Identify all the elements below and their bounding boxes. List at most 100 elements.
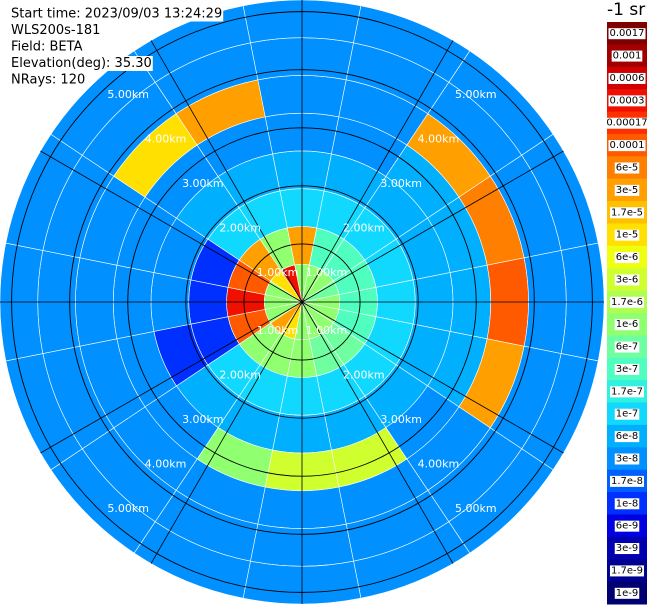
info-text: WLS200s-181 [11, 23, 100, 38]
colorbar-label-background [609, 565, 645, 577]
info-background [10, 72, 87, 88]
colorbar-label: 0.0006 [610, 73, 645, 84]
colorbar-label-background [614, 162, 640, 174]
colorbar-label-background [614, 363, 640, 375]
colorbar-label-background [609, 207, 645, 219]
colorbar-label-background [614, 319, 640, 331]
colorbar-label-background [614, 252, 640, 264]
spoke [301, 301, 564, 454]
polar-grid [0, 0, 604, 604]
colorbar-label-background [608, 72, 646, 84]
colorbar-label: 6e-6 [616, 252, 639, 263]
range-label: 3.00km [182, 177, 224, 190]
colorbar-label-background [608, 140, 646, 152]
spoke [150, 40, 303, 303]
colorbar-label: 1.7e-9 [611, 565, 643, 576]
range-label: 1.00km [257, 324, 299, 337]
colorbar-label: 3e-5 [616, 185, 639, 196]
colorbar-label: 1e-5 [616, 230, 639, 241]
range-cell [133, 5, 251, 83]
colorbar-label: 6e-7 [616, 342, 639, 353]
colorbar-label: 6e-9 [616, 521, 639, 532]
range-label: 3.00km [380, 413, 422, 426]
colorbar-label-background [609, 296, 645, 308]
colorbar-label-background [605, 117, 647, 129]
spoke [150, 301, 303, 564]
colorbar-label-background [614, 520, 640, 532]
range-label: 2.00km [219, 221, 261, 234]
range-label: 1.00km [257, 266, 299, 279]
range-label: 5.00km [107, 502, 149, 515]
labels: 1.00km 1.00km 1.00km 1.00km 2.00km 2.00km 2.00… [10, 6, 497, 515]
colorbar-label: 1e-8 [616, 498, 639, 509]
colorbar-label: 1e-6 [616, 319, 639, 330]
range-label: 5.00km [107, 88, 149, 101]
range-ring [185, 185, 419, 419]
colorbar-label: 1e-9 [616, 588, 639, 599]
colorbar-label: 0.00017 [606, 118, 647, 129]
colorbar-label-background [609, 475, 645, 487]
colorbar-label-background [614, 274, 640, 286]
colorbar-label-background [614, 587, 640, 599]
colorbar-label-background [608, 95, 646, 107]
range-label: 4.00km [145, 132, 187, 145]
info-background [10, 6, 224, 22]
colorbar-label-background [614, 341, 640, 353]
range-label: 4.00km [145, 458, 187, 471]
colorbar-label: 0.0001 [610, 140, 645, 151]
info-background [10, 23, 102, 38]
range-ring [127, 127, 477, 477]
range-label: 1.00km [306, 324, 348, 337]
spoke [40, 301, 303, 454]
spoke [301, 301, 454, 564]
info-text: Field: BETA [11, 40, 83, 55]
colorbar-label: 0.0017 [610, 28, 645, 39]
range-label: 3.00km [380, 177, 422, 190]
range-label: 3.00km [182, 413, 224, 426]
colorbar-label: 0.0003 [610, 95, 645, 106]
colorbar-label: 3e-8 [616, 454, 639, 465]
colorbar-label: 3e-6 [616, 274, 639, 285]
spoke [40, 150, 303, 303]
colorbar-label-background [614, 543, 640, 555]
colorbar-label: 1.7e-7 [611, 386, 643, 397]
range-label: 5.00km [455, 88, 497, 101]
colorbar-label-background [608, 28, 646, 40]
colorbar-label-background [614, 184, 640, 196]
colorbar-label-background [611, 50, 643, 62]
spoke [301, 150, 564, 303]
colorbar-label: 1.7e-5 [611, 207, 643, 218]
colorbar-label-background [614, 408, 640, 420]
colorbar-label: 0.001 [613, 51, 642, 62]
colorbar-label: 3e-9 [616, 543, 639, 554]
range-label: 4.00km [418, 458, 460, 471]
range-ring [243, 243, 361, 361]
range-label: 4.00km [418, 132, 460, 145]
colorbar-label-background [609, 386, 645, 398]
range-label: 2.00km [343, 221, 385, 234]
info-text: Start time: 2023/09/03 13:24:29 [11, 7, 222, 22]
range-ring [11, 11, 593, 593]
colorbar-label: 3e-7 [616, 364, 639, 375]
colorbar-label: 6e-8 [616, 431, 639, 442]
range-label: 2.00km [343, 369, 385, 382]
range-label: 1.00km [306, 266, 348, 279]
colorbar-label-background [614, 229, 640, 241]
colorbar-label-background [614, 498, 640, 510]
colorbar-label: 6e-5 [616, 163, 639, 174]
colorbar-label: 1e-7 [616, 409, 639, 420]
spoke [301, 40, 454, 303]
range-label: 2.00km [219, 369, 261, 382]
colorbar-title: -1 sr [607, 0, 645, 20]
info-text: Elevation(deg): 35.30 [11, 56, 152, 71]
info-background [10, 56, 153, 71]
info-background [10, 39, 84, 55]
colorbar-label-background [614, 431, 640, 443]
range-ring [69, 69, 535, 535]
polar-field [0, 0, 605, 605]
colorbar-label: 1.7e-8 [611, 476, 643, 487]
range-label: 5.00km [455, 502, 497, 515]
colorbar-label: 1.7e-6 [611, 297, 643, 308]
colorbar-label-background [614, 453, 640, 465]
